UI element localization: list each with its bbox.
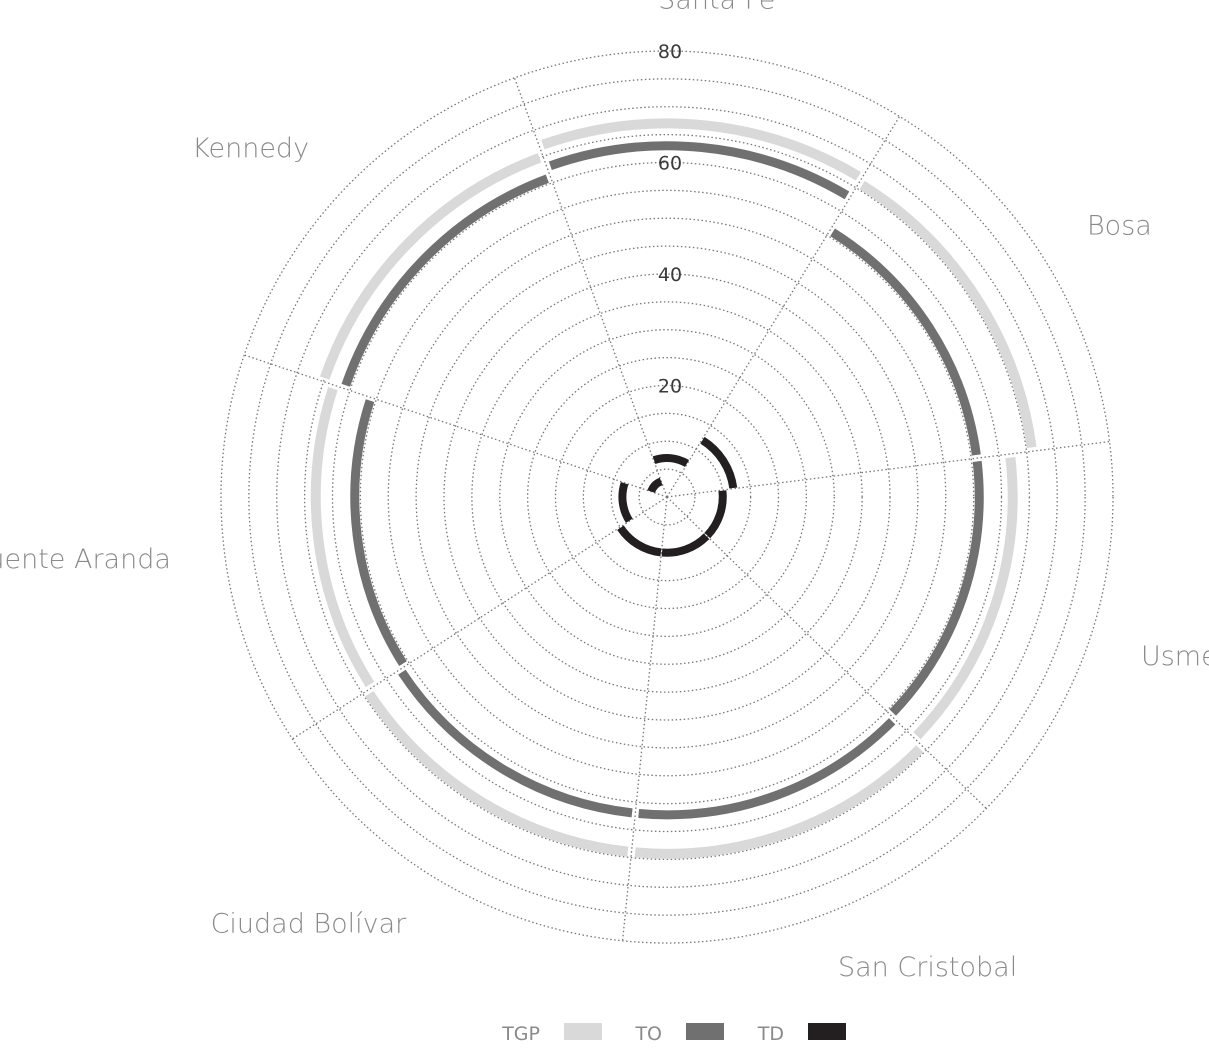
district-label-ciudad-bolivar: Ciudad Bolívar [211,909,408,940]
grid-circle [471,301,863,693]
arc-td-ciudad-bolivar [617,525,662,557]
arc-tgp-ciudad-bolivar [365,690,629,857]
grid-circle [443,273,891,721]
grid-circle [638,468,696,526]
arc-td-puente-aranda [618,482,633,523]
arc-tgp-puente-aranda [310,387,375,688]
arc-to-usme [889,460,984,716]
grid-circle [582,412,752,582]
grid-circle [331,161,1003,833]
grid-circle [554,384,780,610]
arc-tgp-santa-fe [541,118,861,181]
arc-to-kennedy [341,174,549,387]
legend-swatch-tgp [564,1023,602,1040]
grid-circle [415,245,919,749]
district-labels: Santa Fe Bosa Usme San Cristobal Ciudad Bolí… [0,0,1209,983]
grid-circle [276,106,1058,888]
legend-label-tgp: TGP [501,1023,540,1045]
grid-circle [387,217,947,777]
district-label-puente-aranda: Puente Aranda [0,544,171,575]
arc-to-santa-fe [548,141,850,200]
arc-td-santa-fe [652,454,690,468]
arc-tgp-bosa [859,180,1037,449]
district-label-san-cristobal: San Cristobal [838,952,1017,983]
tick-label: 40 [658,264,682,286]
arc-tgp-san-cristobal [634,745,924,859]
arc-td-bosa [700,436,738,489]
arc-td-kennedy [647,477,663,494]
radial-tick-labels: 20 40 60 80 [658,41,682,398]
grid-circle [248,78,1086,916]
chart-grid [220,50,1114,944]
grid-circle [220,50,1114,944]
grid-circle [303,133,1031,861]
tick-label: 80 [658,41,682,63]
legend: TGP TO TD [501,1023,846,1045]
district-label-kennedy: Kennedy [192,133,309,164]
arc-to-bosa [830,228,981,456]
district-label-usme: Usme [1141,641,1209,672]
grid-circle [499,329,835,665]
arc-tgp-kennedy [319,153,542,380]
arc-td-usme [704,490,727,539]
grid-circle [359,189,975,805]
legend-label-to: TO [634,1023,662,1045]
legend-label-td: TD [757,1023,784,1045]
arc-to-puente-aranda [350,399,407,667]
grid-circle [526,356,808,638]
arc-tgp-usme [913,457,1018,740]
district-label-santa-fe: Santa Fe [658,0,775,15]
arc-to-san-cristobal [638,718,896,820]
arc-td-san-cristobal [661,533,710,557]
legend-swatch-to [686,1023,724,1040]
arc-to-ciudad-bolivar [398,669,633,818]
district-label-bosa: Bosa [1087,211,1152,242]
tick-label: 60 [658,153,682,175]
tick-label: 20 [658,376,682,398]
legend-swatch-td [808,1023,846,1040]
chart-arcs [310,118,1037,859]
